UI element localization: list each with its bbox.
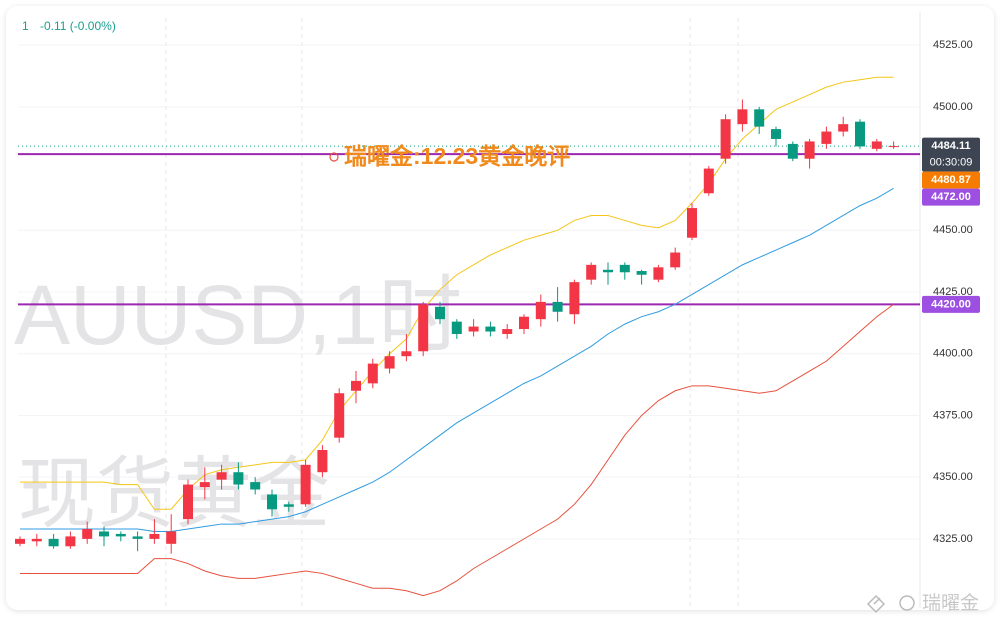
candle-body [99, 531, 109, 537]
candle-body [82, 529, 93, 539]
y-tick-label: 4425.00 [933, 286, 973, 298]
brand-logo [866, 594, 915, 614]
price-label-time: 00:30:09 [930, 157, 973, 169]
candle-body [771, 129, 781, 139]
candle-body [15, 538, 25, 544]
y-tick-label: 4450.00 [933, 224, 973, 236]
price-label: 4484.11 [931, 140, 970, 152]
candle-body [451, 321, 462, 334]
price-label: 4420.00 [931, 298, 971, 310]
candle-body [703, 168, 714, 194]
price-label-bg [922, 295, 980, 313]
candle-body [199, 482, 210, 488]
candle-body [418, 304, 429, 352]
candle-body [468, 326, 479, 332]
watermark-name: 现货黄金 [18, 450, 330, 538]
candle-body [636, 271, 647, 275]
candle-body [334, 393, 345, 438]
candle-body [838, 124, 849, 132]
candle-body [31, 538, 42, 542]
candle-body [250, 482, 261, 490]
annotation-marker [329, 152, 339, 162]
candle-body [754, 109, 765, 127]
band-line [20, 187, 894, 532]
candle-body [737, 109, 748, 125]
candle-body [384, 356, 395, 369]
header-change: -0.11 (-0.00%) [40, 19, 116, 33]
candle-body [888, 146, 899, 148]
candle-body [367, 363, 378, 384]
y-tick-label: 4400.00 [933, 348, 973, 360]
candle-body [855, 121, 865, 147]
watermark-symbol: AUUSD,1时 [14, 268, 462, 362]
annotation: 瑞曜金:12.23黄金晚评 [344, 143, 570, 169]
candle-body [804, 141, 815, 159]
candle-body [687, 208, 697, 238]
candle-body [317, 450, 328, 473]
candle-body [435, 306, 445, 320]
candle-body [216, 472, 227, 480]
candle-body [283, 504, 294, 507]
y-tick-label: 4350.00 [933, 471, 973, 483]
candle-body [48, 538, 59, 547]
candle-body [233, 472, 244, 485]
candle-body [132, 536, 143, 539]
candle-body [149, 533, 160, 539]
candle-body [552, 301, 563, 312]
price-label: 4472.00 [931, 191, 971, 203]
candle-body [586, 264, 597, 280]
band-line [20, 303, 894, 597]
candle-body [502, 329, 513, 334]
brand: 瑞曜金 [922, 592, 979, 614]
price-label-bg [922, 188, 980, 206]
candle-body [485, 326, 496, 332]
y-tick-label: 4375.00 [933, 409, 973, 421]
y-tick-label: 4500.00 [933, 101, 973, 113]
candle-body [569, 282, 580, 315]
price-label-bg [922, 137, 980, 172]
band-line [20, 76, 894, 510]
y-tick-label: 4325.00 [933, 533, 973, 545]
candle-body [603, 269, 613, 273]
candle-body [351, 380, 361, 391]
candle-body [65, 536, 76, 547]
card [6, 6, 994, 610]
price-label-bg [922, 171, 980, 189]
price-label: 4480.87 [931, 174, 971, 186]
candle-body [166, 531, 177, 544]
candle-body [619, 264, 630, 273]
candle-body [821, 131, 832, 144]
candle-body [653, 267, 664, 280]
candle-body [401, 351, 412, 357]
candle-body [519, 316, 529, 330]
candle-body [300, 464, 311, 505]
candle-body [535, 301, 546, 320]
y-tick-label: 4525.00 [933, 39, 973, 51]
header-prefix: 1 [22, 19, 29, 33]
candle-body [183, 484, 193, 520]
candle-body [787, 143, 798, 159]
candle-body [267, 494, 277, 510]
candle-body [115, 533, 126, 537]
candle-body [720, 119, 731, 159]
candle-body [670, 252, 681, 268]
candle-body [871, 141, 882, 149]
